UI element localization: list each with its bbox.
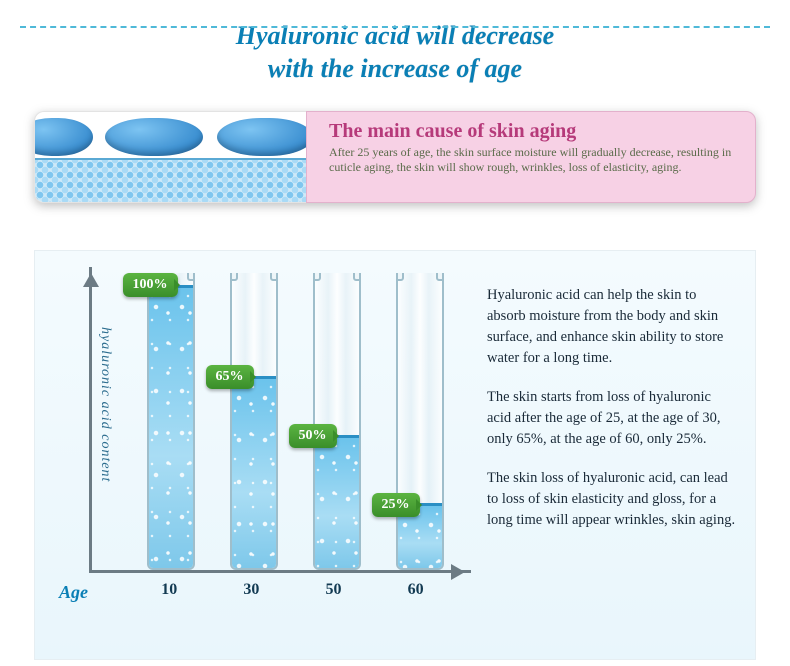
skin-illustration [34,111,306,203]
side-text: Hyaluronic acid can help the skin to abs… [487,285,737,549]
dermis-texture [35,158,306,202]
tube-10: 100% [141,273,201,570]
headline-line2: with the increase of age [268,54,522,83]
side-paragraph-2: The skin starts from loss of hyaluronic … [487,387,737,450]
x-tick: 10 [161,581,177,599]
liquid-fill [232,376,276,568]
y-axis-label: hyaluronic acid content [97,327,113,482]
x-axis-label: Age [59,582,88,603]
x-tick: 50 [325,581,341,599]
percent-badge: 100% [123,273,178,297]
skin-cell-blob [34,118,93,156]
test-tube [313,273,361,570]
percent-badge: 25% [372,493,420,517]
x-tick: 60 [408,581,424,599]
tube-50: 50% [307,273,367,570]
chart-area: hyaluronic acid content Age 100%65%50%25… [89,267,471,607]
x-axis [89,570,471,573]
tubes-container: 100%65%50%25% [129,273,461,570]
tube-30: 65% [224,273,284,570]
test-tube [230,273,278,570]
test-tube [396,273,444,570]
page-title: Hyaluronic acid will decrease with the i… [0,20,790,85]
tube-60: 25% [390,273,450,570]
liquid-fill [149,285,193,568]
callout-row: The main cause of skin aging After 25 ye… [34,111,756,203]
test-tube [147,273,195,570]
skin-cell-blob [217,118,306,156]
arrow-up-icon [83,265,99,287]
dashed-divider [20,26,770,28]
callout-title: The main cause of skin aging [329,120,741,143]
callout-box: The main cause of skin aging After 25 ye… [306,111,756,203]
callout-body: After 25 years of age, the skin surface … [329,145,741,175]
side-paragraph-1: Hyaluronic acid can help the skin to abs… [487,285,737,369]
skin-cell-blob [105,118,203,156]
side-paragraph-3: The skin loss of hyaluronic acid, can le… [487,468,737,531]
chart-panel: hyaluronic acid content Age 100%65%50%25… [34,250,756,660]
percent-badge: 65% [206,365,254,389]
liquid-fill [315,435,359,568]
percent-badge: 50% [289,424,337,448]
x-tick: 30 [243,581,259,599]
y-axis [89,267,92,573]
